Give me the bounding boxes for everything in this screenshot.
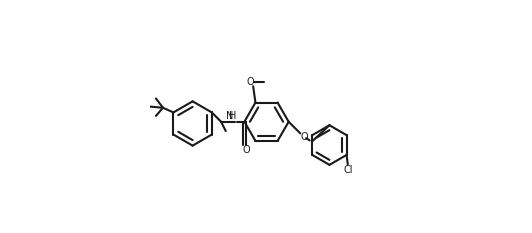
Text: O: O	[301, 132, 309, 142]
Text: O: O	[243, 145, 251, 155]
Text: O: O	[247, 77, 255, 87]
Text: Cl: Cl	[343, 165, 353, 175]
Text: H: H	[229, 111, 236, 121]
Text: N: N	[226, 111, 233, 121]
